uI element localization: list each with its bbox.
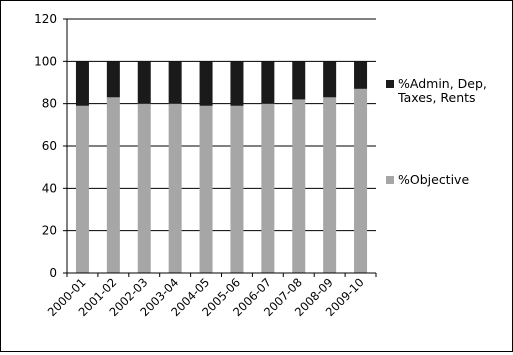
y-tick-label: 20 [42,224,57,238]
y-tick-label: 120 [34,12,57,26]
bar-segment-admin-2000-01 [75,61,89,106]
y-tick-label: 60 [42,139,57,153]
bar-segment-objective-2002-03 [137,103,151,274]
bar-segment-objective-2001-02 [106,97,120,273]
bars [75,61,368,274]
bar-segment-admin-2006-07 [261,61,275,104]
bar-segment-admin-2007-08 [292,61,306,100]
bar-segment-objective-2008-09 [323,97,337,273]
bar-segment-admin-2008-09 [323,61,337,98]
bar-segment-objective-2003-04 [168,103,182,274]
y-tick-label: 40 [42,181,57,195]
legend-label: %Objective [398,172,469,187]
y-tick-label: 100 [34,54,57,68]
bar-segment-admin-2001-02 [106,61,120,98]
bar-segment-admin-2002-03 [137,61,151,104]
bar-segment-admin-2003-04 [168,61,182,104]
x-tick-labels: 2000-012001-022002-032003-042004-052005-… [45,275,367,319]
bar-segment-objective-2000-01 [75,105,89,274]
y-tick-label: 0 [49,266,57,280]
bar-segment-objective-2006-07 [261,103,275,274]
legend-label: %Admin, Dep, [398,76,487,91]
bar-segment-objective-2004-05 [199,105,213,274]
legend-marker [386,176,394,184]
bar-segment-admin-2005-06 [230,61,244,106]
legend-label: Taxes, Rents [397,90,476,105]
legend-marker [386,80,394,88]
bar-segment-admin-2004-05 [199,61,213,106]
bar-segment-objective-2005-06 [230,105,244,274]
bar-segment-admin-2009-10 [354,61,368,89]
bar-segment-objective-2007-08 [292,99,306,273]
y-tick-labels: 0 20 40 60 80 100 120 [34,12,57,280]
axes [63,18,377,277]
y-tick-label: 80 [42,97,57,111]
legend: %Admin, Dep,Taxes, Rents %Objective [386,76,487,187]
bar-segment-objective-2009-10 [354,88,368,273]
